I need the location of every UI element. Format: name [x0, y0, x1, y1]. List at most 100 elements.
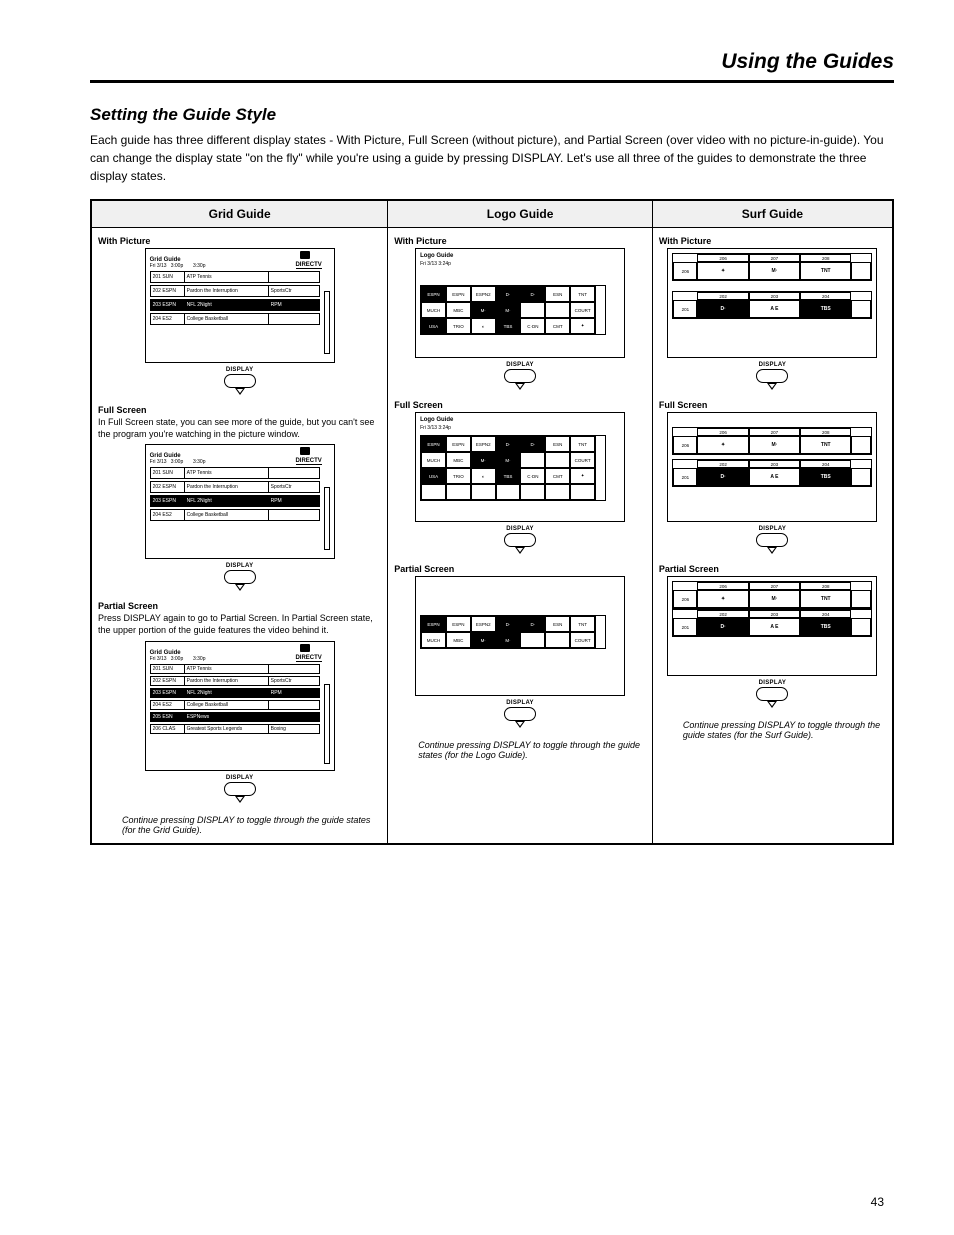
logo-cell[interactable]: ESPN: [446, 286, 471, 302]
logo-cell[interactable]: M·: [471, 632, 496, 648]
logo-cell[interactable]: D·: [496, 616, 521, 632]
surf-logo-cell[interactable]: TNT: [800, 590, 851, 608]
grid-row[interactable]: 204 ES2College Basketball: [150, 509, 320, 521]
logo-cell[interactable]: [471, 484, 496, 500]
display-button[interactable]: DISPLAY: [500, 526, 540, 552]
logo-cell[interactable]: D·: [520, 436, 545, 452]
grid-row[interactable]: 202 ESPNPardon the InterruptionSportsCtr: [150, 481, 320, 493]
grid-row[interactable]: 202 ESPNPardon the InterruptionSportsCtr: [150, 285, 320, 297]
logo-cell[interactable]: C·DN: [520, 318, 545, 334]
logo-cell[interactable]: COURT: [570, 302, 595, 318]
logo-cell[interactable]: ESPN2: [471, 436, 496, 452]
logo-cell[interactable]: TRIO: [446, 468, 471, 484]
logo-cell[interactable]: D·: [496, 286, 521, 302]
surf-logo-cell[interactable]: D·: [697, 468, 748, 486]
surf-logo-cell[interactable]: [851, 468, 871, 486]
logo-cell[interactable]: ESPN2: [471, 286, 496, 302]
logo-cell[interactable]: MBC: [446, 302, 471, 318]
surf-logo-cell[interactable]: TBS: [800, 468, 851, 486]
surf-logo-cell[interactable]: M·: [749, 436, 800, 454]
logo-cell[interactable]: CMT: [545, 318, 570, 334]
logo-cell[interactable]: M·: [496, 452, 521, 468]
logo-cell[interactable]: [570, 484, 595, 500]
logo-cell[interactable]: TRIO: [446, 318, 471, 334]
display-button[interactable]: DISPLAY: [752, 526, 792, 552]
logo-cell[interactable]: MBC: [446, 632, 471, 648]
grid-row[interactable]: 201 SUNATP Tennis: [150, 664, 320, 674]
logo-scrollbar[interactable]: [595, 616, 605, 648]
logo-cell[interactable]: TBS: [496, 318, 521, 334]
grid-row[interactable]: 206 CLASGreatest Sports LegendsBoxing: [150, 724, 320, 734]
logo-cell[interactable]: [421, 484, 446, 500]
surf-logo-cell[interactable]: [851, 436, 871, 454]
logo-cell[interactable]: ✦: [570, 468, 595, 484]
grid-row[interactable]: 204 ES2College Basketball: [150, 313, 320, 325]
logo-cell[interactable]: MBC: [446, 452, 471, 468]
logo-cell[interactable]: MUCH: [421, 302, 446, 318]
surf-logo-cell[interactable]: TNT: [800, 262, 851, 280]
surf-logo-cell[interactable]: ✦: [697, 590, 748, 608]
surf-logo-cell[interactable]: TBS: [800, 300, 851, 318]
surf-logo-cell[interactable]: ✦: [697, 436, 748, 454]
logo-cell[interactable]: [520, 302, 545, 318]
grid-scrollbar[interactable]: [324, 291, 330, 354]
logo-cell[interactable]: USA: [421, 318, 446, 334]
display-button[interactable]: DISPLAY: [220, 563, 260, 589]
logo-cell[interactable]: [520, 484, 545, 500]
surf-logo-cell[interactable]: [851, 262, 871, 280]
logo-cell[interactable]: ESN: [545, 436, 570, 452]
logo-cell[interactable]: COURT: [570, 632, 595, 648]
display-button[interactable]: DISPLAY: [220, 367, 260, 393]
surf-logo-cell[interactable]: D·: [697, 300, 748, 318]
logo-cell[interactable]: [545, 484, 570, 500]
logo-cell[interactable]: ESN: [545, 616, 570, 632]
surf-logo-cell[interactable]: TBS: [800, 618, 851, 636]
grid-row[interactable]: 202 ESPNPardon the InterruptionSportsCtr: [150, 676, 320, 686]
display-button[interactable]: DISPLAY: [220, 775, 260, 801]
logo-cell[interactable]: ✦: [570, 318, 595, 334]
logo-cell[interactable]: CMT: [545, 468, 570, 484]
logo-cell[interactable]: ESN: [545, 286, 570, 302]
surf-logo-cell[interactable]: TNT: [800, 436, 851, 454]
logo-cell[interactable]: [545, 302, 570, 318]
logo-cell[interactable]: [446, 484, 471, 500]
logo-cell[interactable]: C·DN: [520, 468, 545, 484]
grid-scrollbar[interactable]: [324, 487, 330, 550]
logo-cell[interactable]: MUCH: [421, 632, 446, 648]
surf-logo-cell[interactable]: A E: [749, 618, 800, 636]
logo-scrollbar[interactable]: [595, 436, 605, 500]
logo-cell[interactable]: M·: [496, 632, 521, 648]
logo-cell[interactable]: M·: [471, 452, 496, 468]
surf-logo-cell[interactable]: D·: [697, 618, 748, 636]
grid-row[interactable]: 201 SUNATP Tennis: [150, 467, 320, 479]
grid-row[interactable]: 203 ESPNNFL 2NightRPM: [150, 495, 320, 507]
display-button[interactable]: DISPLAY: [752, 680, 792, 706]
surf-logo-cell[interactable]: A E: [749, 300, 800, 318]
surf-logo-cell[interactable]: [851, 618, 871, 636]
logo-cell[interactable]: USA: [421, 468, 446, 484]
logo-cell[interactable]: D·: [520, 616, 545, 632]
logo-cell[interactable]: [520, 632, 545, 648]
surf-logo-cell[interactable]: [851, 590, 871, 608]
surf-logo-cell[interactable]: M·: [749, 262, 800, 280]
grid-row[interactable]: 203 ESPNNFL 2NightRPM: [150, 299, 320, 311]
logo-cell[interactable]: TNT: [570, 436, 595, 452]
logo-cell[interactable]: M·: [496, 302, 521, 318]
grid-row[interactable]: 204 ES2College Basketball: [150, 700, 320, 710]
grid-row[interactable]: 203 ESPNNFL 2NightRPM: [150, 688, 320, 698]
surf-logo-cell[interactable]: ✦: [697, 262, 748, 280]
surf-logo-cell[interactable]: [851, 300, 871, 318]
logo-cell[interactable]: [520, 452, 545, 468]
grid-row[interactable]: 205 ESNESPNews: [150, 712, 320, 722]
surf-logo-cell[interactable]: A E: [749, 468, 800, 486]
surf-logo-cell[interactable]: M·: [749, 590, 800, 608]
logo-cell[interactable]: ESPN: [421, 436, 446, 452]
grid-row[interactable]: 201 SUNATP Tennis: [150, 271, 320, 283]
logo-cell[interactable]: ESPN: [446, 616, 471, 632]
logo-cell[interactable]: COURT: [570, 452, 595, 468]
logo-cell[interactable]: TNT: [570, 286, 595, 302]
logo-cell[interactable]: ESPN2: [471, 616, 496, 632]
logo-cell[interactable]: ◐: [471, 318, 496, 334]
logo-cell[interactable]: TBS: [496, 468, 521, 484]
logo-cell[interactable]: M·: [471, 302, 496, 318]
